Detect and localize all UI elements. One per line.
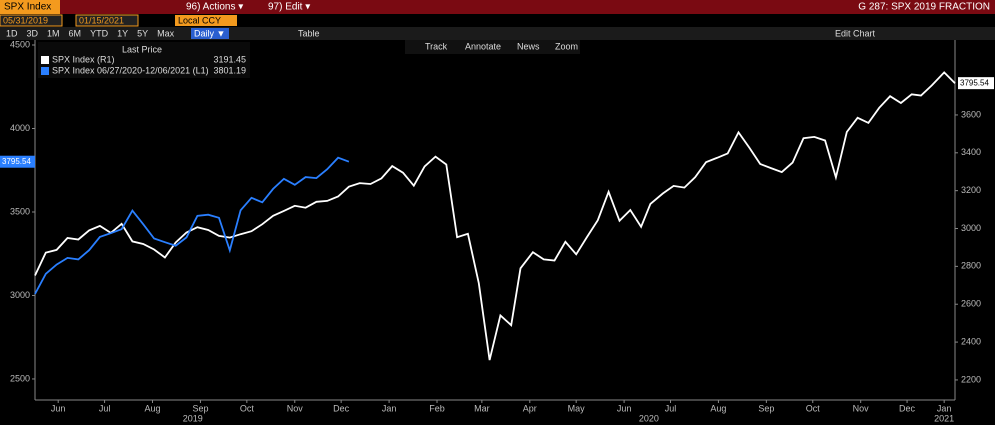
period-button[interactable]: 1D bbox=[6, 28, 18, 38]
x-tick-label: May bbox=[568, 403, 586, 413]
start-date[interactable]: 05/31/2019 bbox=[3, 15, 48, 25]
y2-tick-label: 2800 bbox=[961, 261, 981, 271]
period-button[interactable]: YTD bbox=[90, 28, 109, 38]
y2-tick-label: 2600 bbox=[961, 299, 981, 309]
tools-bar bbox=[405, 40, 580, 54]
legend-swatch bbox=[41, 56, 49, 64]
security[interactable]: SPX Index bbox=[4, 2, 51, 13]
tool-button[interactable]: News bbox=[517, 41, 540, 51]
edit-menu[interactable]: 97) Edit ▾ bbox=[268, 2, 310, 13]
end-date[interactable]: 01/15/2021 bbox=[79, 15, 124, 25]
y2-tick-label: 3600 bbox=[961, 109, 981, 119]
series-line bbox=[34, 156, 350, 295]
period-button[interactable]: 1M bbox=[47, 28, 60, 38]
y2-tick-label: 3400 bbox=[961, 147, 981, 157]
x-tick-label: Oct bbox=[240, 403, 255, 413]
x-tick-label: Dec bbox=[333, 403, 350, 413]
year-label: 2019 bbox=[183, 413, 203, 423]
tool-button[interactable]: Track bbox=[425, 41, 448, 51]
year-label: 2021 bbox=[934, 413, 954, 423]
x-tick-label: Sep bbox=[192, 403, 208, 413]
x-tick-label: Nov bbox=[853, 403, 870, 413]
tool-button[interactable]: Annotate bbox=[465, 41, 501, 51]
x-tick-label: Sep bbox=[758, 403, 774, 413]
toolbar bbox=[0, 27, 995, 40]
x-tick-label: Jul bbox=[99, 403, 111, 413]
y2-tick-label: 2400 bbox=[961, 336, 981, 346]
y2-tick-label: 3200 bbox=[961, 185, 981, 195]
x-tick-label: Aug bbox=[710, 403, 726, 413]
y-tick-label: 3500 bbox=[10, 206, 30, 216]
security-box[interactable] bbox=[0, 0, 60, 14]
x-tick-label: Oct bbox=[806, 403, 821, 413]
y2-tick-label: 2200 bbox=[961, 374, 981, 384]
page-title: G 287: SPX 2019 FRACTION bbox=[858, 2, 990, 13]
last-price-tag-right bbox=[958, 77, 994, 90]
frequency[interactable]: Daily ▼ bbox=[194, 28, 225, 38]
x-tick-label: Jan bbox=[937, 403, 952, 413]
x-tick-label: Jun bbox=[51, 403, 66, 413]
period-button[interactable]: 3D bbox=[27, 28, 39, 38]
legend-value: 3801.19 bbox=[213, 65, 246, 75]
x-tick-label: Apr bbox=[523, 403, 537, 413]
x-tick-label: Dec bbox=[899, 403, 916, 413]
legend-label: SPX Index (R1) bbox=[52, 54, 115, 64]
period-button[interactable]: Max bbox=[157, 28, 175, 38]
table-button[interactable]: Table bbox=[298, 28, 320, 38]
x-tick-label: Nov bbox=[287, 403, 304, 413]
start-date-box[interactable] bbox=[0, 14, 63, 27]
series-line bbox=[34, 71, 956, 361]
edit-chart[interactable]: Edit Chart bbox=[835, 28, 876, 38]
legend-label: SPX Index 06/27/2020-12/06/2021 (L1) bbox=[52, 65, 209, 75]
x-tick-label: Jul bbox=[665, 403, 677, 413]
last-price-tag-left bbox=[0, 155, 35, 168]
legend-swatch bbox=[41, 67, 49, 75]
currency-box[interactable] bbox=[175, 15, 237, 26]
title-bar bbox=[0, 0, 995, 14]
currency[interactable]: Local CCY bbox=[178, 15, 221, 25]
period-button[interactable]: 6M bbox=[69, 28, 82, 38]
y-tick-label: 2500 bbox=[10, 373, 30, 383]
x-tick-label: Jun bbox=[617, 403, 632, 413]
tool-button[interactable]: Zoom bbox=[555, 41, 578, 51]
last-price-right: 3795.54 bbox=[960, 78, 989, 87]
end-date-box[interactable] bbox=[75, 14, 139, 27]
y2-tick-label: 3000 bbox=[961, 223, 981, 233]
x-tick-label: Mar bbox=[474, 403, 490, 413]
legend-box bbox=[38, 42, 250, 78]
year-label: 2020 bbox=[639, 413, 659, 423]
legend-value: 3191.45 bbox=[213, 54, 246, 64]
y-tick-label: 3000 bbox=[10, 290, 30, 300]
y-tick-label: 4500 bbox=[10, 39, 30, 49]
x-tick-label: Feb bbox=[429, 403, 445, 413]
x-tick-label: Jan bbox=[382, 403, 397, 413]
actions-menu[interactable]: 96) Actions ▾ bbox=[186, 2, 243, 13]
y-tick-label: 4000 bbox=[10, 123, 30, 133]
period-button[interactable]: 1Y bbox=[117, 28, 128, 38]
x-tick-label: Aug bbox=[145, 403, 161, 413]
frequency-box[interactable] bbox=[191, 28, 229, 39]
legend-header: Last Price bbox=[122, 44, 162, 54]
period-button[interactable]: 5Y bbox=[137, 28, 148, 38]
last-price-left: 3795.54 bbox=[2, 157, 31, 166]
